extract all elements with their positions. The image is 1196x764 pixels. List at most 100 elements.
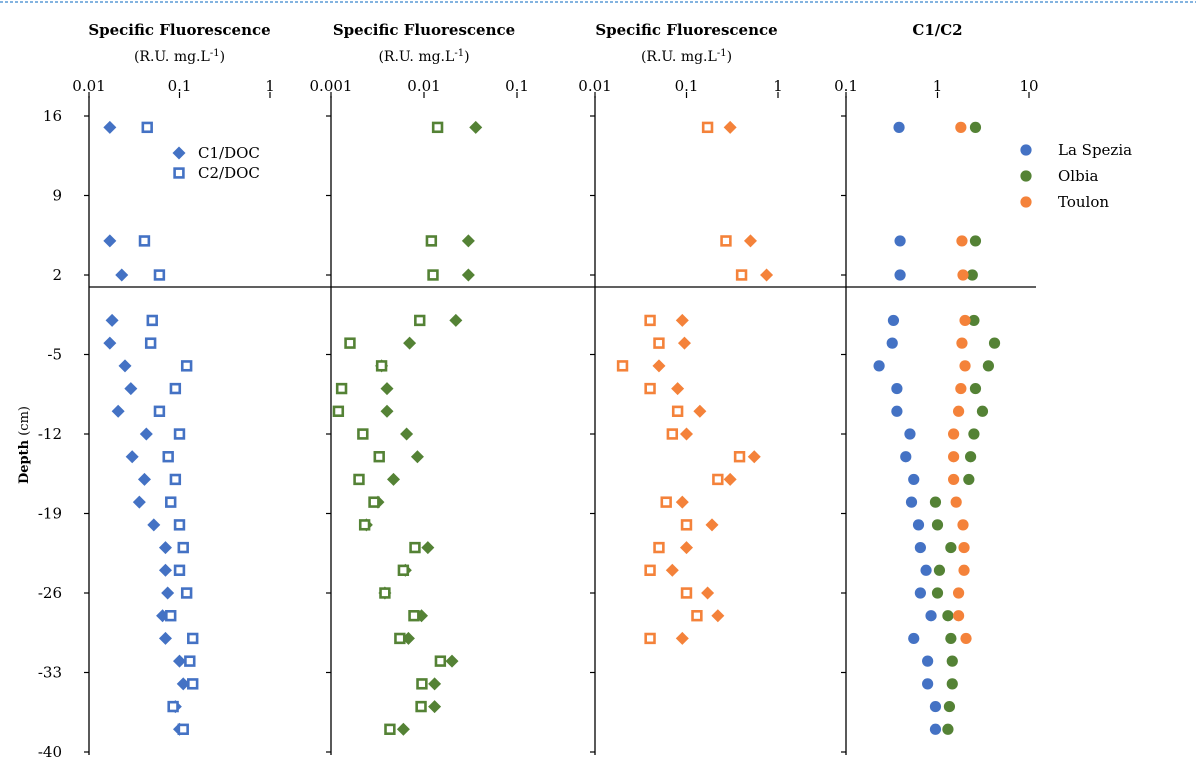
data-point	[137, 472, 151, 486]
data-point	[963, 473, 975, 486]
data-point	[173, 519, 186, 531]
data-point	[955, 382, 967, 395]
panel-title: C1/C2	[912, 21, 962, 39]
data-point	[675, 313, 689, 327]
data-point	[103, 234, 117, 248]
data-point	[387, 472, 401, 486]
data-point	[414, 314, 426, 327]
data-point	[959, 360, 971, 372]
data-point	[161, 586, 175, 600]
data-point	[891, 382, 903, 395]
data-point	[723, 120, 737, 134]
data-point	[144, 337, 157, 349]
data-point	[968, 314, 980, 327]
data-point	[660, 496, 672, 508]
data-point	[891, 405, 903, 417]
data-point	[914, 587, 926, 599]
data-point	[747, 450, 761, 464]
data-point	[169, 382, 182, 395]
data-point	[158, 563, 172, 577]
data-point	[931, 519, 944, 531]
data-point	[146, 314, 158, 327]
data-point	[931, 587, 944, 599]
data-point	[165, 496, 177, 508]
data-point	[960, 632, 972, 645]
data-point	[173, 428, 186, 440]
data-point	[886, 337, 898, 349]
data-point	[969, 121, 982, 133]
data-point	[141, 121, 153, 134]
data-point	[396, 722, 410, 736]
data-point	[138, 235, 151, 247]
data-point	[952, 405, 965, 417]
data-point	[358, 519, 371, 531]
data-point	[680, 587, 693, 599]
data-point	[147, 518, 161, 532]
data-point	[653, 337, 665, 349]
data-point	[720, 235, 732, 247]
x-tick-label: 0.01	[407, 77, 440, 95]
panel-subtitle: (R.U. mg.L-1)	[641, 48, 732, 66]
data-point	[958, 541, 970, 554]
data-point	[180, 360, 193, 372]
data-point	[653, 541, 665, 554]
data-point	[416, 678, 428, 690]
data-point	[332, 405, 345, 417]
data-point	[956, 235, 968, 247]
data-point	[139, 427, 153, 441]
data-point	[384, 723, 396, 735]
data-point	[950, 496, 962, 508]
data-point	[976, 405, 989, 417]
data-point	[733, 451, 746, 463]
data-point	[946, 678, 958, 690]
data-point	[158, 631, 172, 645]
data-point	[162, 451, 174, 463]
data-point	[887, 314, 900, 327]
data-point	[449, 313, 463, 327]
data-point	[644, 314, 656, 327]
data-point	[357, 428, 369, 440]
data-point	[922, 678, 934, 690]
data-point	[894, 235, 906, 247]
data-point	[952, 587, 965, 599]
x-tick-label: 0.1	[834, 77, 858, 95]
data-point	[431, 121, 444, 134]
data-point	[176, 677, 190, 691]
data-point	[428, 700, 442, 714]
data-point	[124, 382, 138, 396]
y-tick-label: -33	[38, 664, 62, 682]
data-point	[701, 121, 714, 134]
data-point	[957, 519, 969, 531]
data-point	[445, 654, 459, 668]
data-point	[408, 610, 420, 622]
data-point	[187, 678, 199, 690]
data-point	[187, 632, 199, 645]
data-point	[945, 541, 957, 554]
data-point	[118, 359, 132, 373]
data-point	[409, 541, 421, 554]
data-point	[169, 473, 182, 486]
data-point	[914, 541, 926, 554]
data-point	[671, 382, 685, 396]
axes-layer	[84, 92, 1036, 755]
data-point	[894, 269, 906, 281]
y-tick-label: 2	[52, 266, 62, 284]
data-point	[469, 120, 483, 134]
data-point	[964, 451, 977, 463]
data-point	[693, 404, 707, 418]
data-point	[905, 496, 918, 508]
data-point	[929, 723, 942, 735]
data-point	[908, 632, 920, 645]
data-point	[125, 450, 139, 464]
data-point	[165, 610, 177, 622]
data-point	[380, 404, 394, 418]
data-point	[680, 541, 693, 555]
legend-label: Olbia	[1058, 167, 1098, 185]
data-point	[948, 473, 960, 486]
data-point	[933, 564, 946, 576]
data-point	[900, 451, 912, 463]
legend-marker	[173, 167, 185, 179]
data-point	[184, 655, 196, 667]
x-tick-label: 1	[265, 77, 275, 95]
